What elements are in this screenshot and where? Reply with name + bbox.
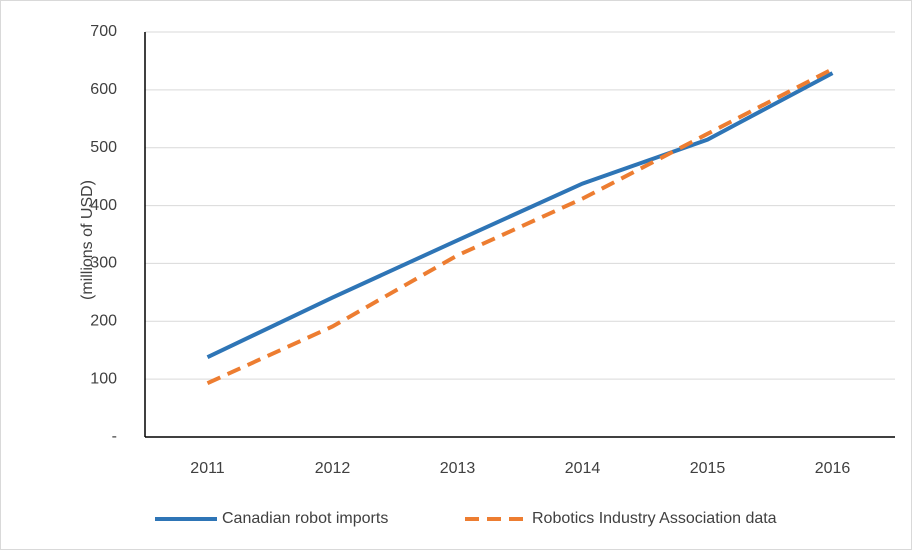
x-tick-label: 2016	[815, 460, 851, 477]
x-tick-label: 2013	[440, 460, 476, 477]
x-tick-label: 2014	[565, 460, 601, 477]
y-tick-label: 100	[90, 370, 117, 387]
legend-label: Robotics Industry Association data	[532, 510, 777, 527]
y-tick-label: 700	[90, 23, 117, 40]
y-tick-label: 300	[90, 255, 117, 272]
series-line	[206, 71, 834, 359]
x-tick-label: 2011	[190, 460, 225, 477]
y-tick-label: -	[112, 428, 117, 445]
y-tick-label: 400	[90, 197, 117, 214]
y-axis-label: (millions of USD)	[79, 180, 96, 300]
x-tick-label: 2012	[315, 460, 351, 477]
y-tick-label: 500	[90, 139, 117, 156]
y-tick-label: 200	[90, 313, 117, 330]
y-tick-label: 600	[90, 81, 117, 98]
x-tick-label: 2015	[690, 460, 726, 477]
series-line	[206, 67, 834, 386]
legend-label: Canadian robot imports	[222, 510, 388, 527]
